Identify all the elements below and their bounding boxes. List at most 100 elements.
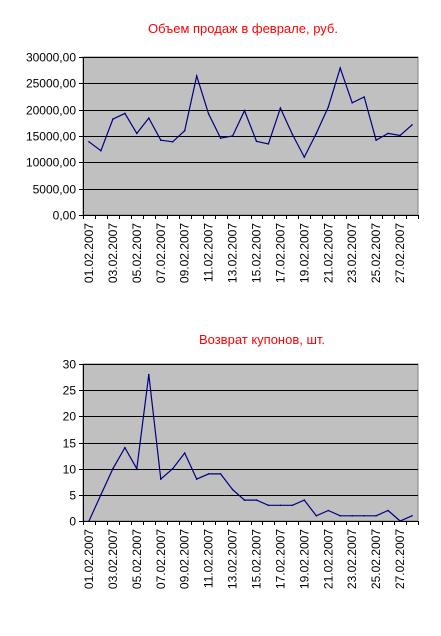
data-point	[171, 467, 174, 470]
data-point	[124, 112, 126, 115]
x-tick-label: 21.02.2007	[321, 529, 335, 589]
chart-title: Возврат купонов, шт.	[199, 332, 325, 347]
data-point	[315, 132, 318, 135]
x-tick-label: 11.02.2007	[202, 529, 216, 588]
data-point	[112, 467, 114, 470]
x-tick-label: 15.02.2007	[249, 529, 263, 589]
data-point	[243, 109, 246, 112]
plot-area	[82, 363, 419, 522]
x-tick-label: 05.02.2007	[130, 529, 144, 589]
sales-chart: Объем продаж в феврале, руб. 0,00 5000,00…	[26, 21, 419, 283]
y-tick-label: 20	[63, 410, 77, 424]
data-point	[112, 118, 114, 120]
data-point	[255, 140, 258, 143]
x-tick-label: 23.02.2007	[345, 223, 359, 283]
data-point	[136, 467, 138, 470]
data-point	[291, 133, 294, 136]
data-point	[291, 504, 294, 507]
data-point	[411, 515, 413, 517]
data-point	[148, 373, 150, 376]
y-tick-label: 5000,00	[33, 183, 77, 197]
data-point	[339, 67, 342, 69]
x-tick-label: 27.02.2007	[393, 223, 407, 283]
chart-title: Объем продаж в феврале, руб.	[148, 21, 338, 36]
y-tick-label: 30000,00	[26, 51, 76, 65]
series-line	[88, 66, 413, 159]
x-tick-label: 21.02.2007	[321, 223, 335, 283]
data-point	[267, 504, 270, 507]
data-point	[315, 515, 318, 517]
data-point	[207, 473, 210, 475]
coupons-chart: Возврат купонов, шт. 0 5 10 15 20 25 30 01.02.2…	[63, 332, 419, 589]
data-point	[327, 106, 330, 108]
y-tick-label: 15	[63, 437, 77, 451]
x-tick-label: 03.02.2007	[106, 223, 120, 283]
x-tick-label: 09.02.2007	[178, 529, 192, 589]
x-tick-label: 11.02.2007	[202, 223, 216, 282]
data-point	[279, 107, 282, 109]
x-tick-label: 27.02.2007	[393, 529, 407, 589]
data-point	[148, 117, 150, 119]
x-tick-label: 13.02.2007	[226, 223, 240, 283]
data-point	[363, 96, 366, 98]
data-point	[375, 515, 377, 517]
data-point	[267, 143, 270, 145]
y-tick-label: 10	[63, 463, 77, 477]
data-point	[303, 156, 306, 158]
data-point	[219, 473, 222, 475]
x-tick-label: 05.02.2007	[130, 223, 144, 283]
data-point	[183, 452, 186, 454]
y-tick-label: 25000,00	[26, 77, 76, 91]
y-tick-label: 20000,00	[26, 104, 76, 118]
data-point	[124, 446, 126, 449]
y-tick-label: 5	[69, 489, 76, 503]
data-point	[195, 75, 198, 77]
data-point	[160, 478, 162, 480]
x-tick-label: 07.02.2007	[154, 529, 168, 589]
series-line	[88, 374, 413, 522]
data-point	[399, 134, 401, 137]
data-point	[279, 504, 282, 507]
y-tick-label: 25	[63, 384, 77, 398]
data-point	[219, 137, 222, 139]
x-tick-label: 19.02.2007	[297, 529, 311, 589]
data-point	[171, 141, 174, 143]
y-tick-label: 15000,00	[26, 130, 76, 144]
data-point	[387, 509, 389, 512]
data-point	[195, 478, 198, 480]
data-point	[351, 515, 354, 517]
data-point	[327, 509, 330, 512]
x-tick-label: 09.02.2007	[178, 223, 192, 283]
data-point	[136, 132, 138, 135]
data-point	[387, 132, 389, 135]
data-point	[207, 113, 210, 115]
x-tick-label: 25.02.2007	[369, 529, 383, 589]
data-point	[183, 129, 186, 132]
x-tick-label: 17.02.2007	[273, 529, 287, 589]
data-point	[88, 141, 90, 143]
x-tick-label: 13.02.2007	[226, 529, 240, 589]
data-point	[351, 102, 354, 104]
data-point	[363, 515, 366, 517]
data-point	[243, 499, 246, 501]
data-point	[411, 124, 413, 126]
x-tick-label: 01.02.2007	[82, 529, 96, 589]
x-tick-label: 17.02.2007	[273, 223, 287, 283]
x-tick-label: 07.02.2007	[154, 223, 168, 283]
data-point	[231, 488, 234, 491]
data-point	[100, 149, 102, 152]
y-tick-label: 30	[63, 358, 77, 372]
x-tick-label: 19.02.2007	[297, 223, 311, 283]
data-point	[375, 139, 377, 141]
data-point	[88, 520, 90, 522]
y-tick-label: 0	[69, 515, 76, 529]
x-tick-label: 23.02.2007	[345, 529, 359, 589]
data-point	[255, 499, 258, 501]
y-tick-label: 0,00	[53, 209, 77, 223]
data-point	[100, 494, 102, 496]
data-point	[231, 135, 234, 137]
x-tick-label: 01.02.2007	[82, 223, 96, 283]
data-point	[339, 515, 342, 517]
y-tick-label: 10000,00	[26, 156, 76, 170]
